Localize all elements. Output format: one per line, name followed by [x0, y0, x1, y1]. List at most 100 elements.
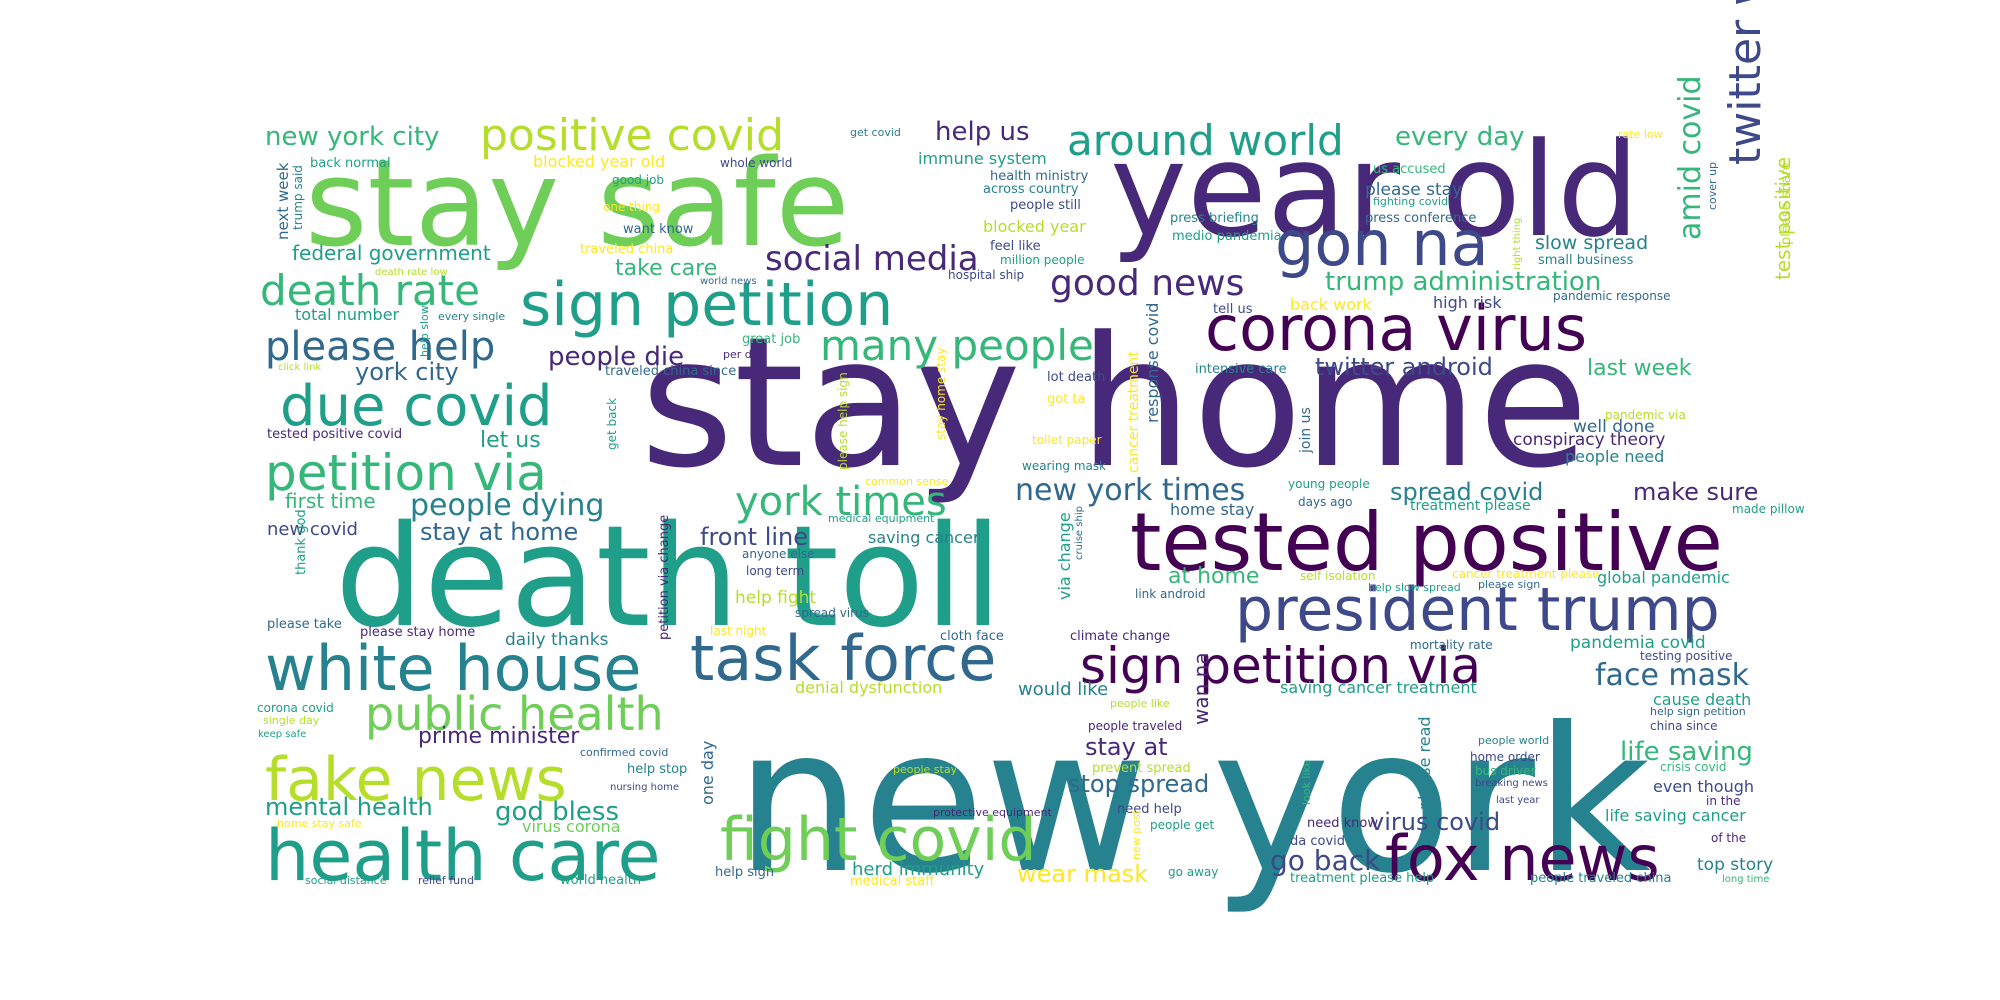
word-relief-fund: relief fund	[418, 874, 474, 887]
word-help-fight: help fight	[735, 588, 816, 608]
word-one-thing: one thing	[603, 200, 660, 214]
word-petition-via-change: petition via change	[657, 515, 672, 640]
word-people-get: people get	[1150, 818, 1214, 832]
word-need-help: need help	[1117, 802, 1182, 817]
word-da-covid: da covid	[1290, 834, 1345, 849]
word-million-people: million people	[1000, 253, 1084, 267]
word-sign-petition-via: sign petition via	[1080, 637, 1481, 695]
word-please-help: please help	[265, 324, 495, 370]
word-life-saving: life saving	[1620, 737, 1753, 767]
word-global-pandemic: global pandemic	[1597, 568, 1730, 587]
word-long-term: long term	[746, 564, 804, 578]
word-mortality-rate: mortality rate	[1410, 638, 1493, 652]
word-pandemia-covid: pandemia covid	[1570, 633, 1706, 653]
word-blocked-year-old: blocked year old	[533, 152, 665, 171]
word-go-back: go back	[1270, 844, 1381, 877]
word-got-ta: got ta	[1047, 392, 1086, 407]
word-prevent-spread: prevent spread	[1092, 761, 1191, 776]
word-please-read: please read	[1415, 716, 1434, 810]
word-blocked-year: blocked year	[983, 217, 1086, 236]
word-trump-administration: trump administration	[1325, 267, 1601, 297]
word-every-day: every day	[1395, 122, 1525, 152]
word-home-stay: home stay	[1170, 500, 1254, 519]
word-via-change: via change	[1055, 512, 1074, 600]
word-bus-driver: bus driver	[1475, 764, 1536, 778]
word-cancer-treatment-please: cancer treatment please	[1452, 567, 1600, 581]
word-new-york-times: new york times	[1015, 473, 1245, 508]
word-stay-safe: stay safe	[305, 135, 849, 274]
word-first-time: first time	[285, 489, 376, 513]
word-help-slow: help slow	[418, 305, 431, 357]
word-right-thing: right thing	[1512, 218, 1523, 270]
word-good-job: good job	[612, 173, 664, 187]
word-tested-positive: tested positive	[1130, 496, 1723, 589]
word-gon-na: gon na	[1275, 207, 1489, 280]
word-total-number: total number	[295, 305, 400, 324]
word-help-stop: help stop	[627, 762, 687, 777]
word-people-stay: people stay	[893, 763, 958, 776]
word-fighting-covid: fighting covid	[1373, 195, 1448, 208]
word-common-sense: common sense	[865, 475, 949, 488]
word-treatment-please-help: treatment please help	[1290, 871, 1434, 886]
word-social-distance: social distance	[305, 874, 387, 887]
word-in-the: in the	[1706, 794, 1740, 808]
word-want-know: want know	[623, 222, 694, 237]
word-cause-death: cause death	[1653, 690, 1751, 709]
word-every-single: every single	[438, 310, 505, 323]
word-press-conference: press conference	[1365, 211, 1476, 226]
word-virus-covid: virus covid	[1370, 808, 1500, 836]
word-let-us: let us	[480, 428, 541, 453]
word-long-time: long time	[1722, 874, 1769, 885]
word-good-news: good news	[1050, 263, 1244, 304]
word-home-stay-safe: home stay safe	[277, 817, 362, 830]
word-people-world: people world	[1478, 734, 1549, 747]
word-please-sign: please sign	[1478, 578, 1540, 591]
word-intensive-care: intensive care	[1195, 362, 1287, 377]
word-social-media: social media	[765, 239, 979, 279]
word-thank-god: thank god	[294, 509, 309, 575]
word-due-covid: due covid	[280, 374, 553, 439]
word-herd-immunity: herd immunity	[852, 859, 985, 880]
word-would-like: would like	[1018, 679, 1108, 700]
word-across-country: across country	[983, 182, 1079, 197]
word-stay-at: stay at	[1085, 733, 1168, 761]
word-get-back: get back	[605, 398, 619, 450]
word-people-need: people need	[1565, 447, 1664, 466]
word-of-the: of the	[1711, 831, 1746, 845]
word-death-rate-low: death rate low	[375, 267, 448, 278]
word-help-sign-petition: help sign petition	[1650, 705, 1746, 718]
word-one-day: one day	[698, 741, 717, 805]
word-world-health: world health	[560, 873, 641, 888]
word-health-care: health care	[265, 815, 661, 897]
word-death-toll: death toll	[335, 496, 1002, 659]
word-take-care: take care	[615, 256, 717, 281]
word-public-health: public health	[365, 687, 664, 741]
word-hospital-ship: hospital ship	[948, 268, 1024, 282]
word-please-stay: please stay	[1365, 180, 1462, 200]
word-help-sign: help sign	[715, 865, 774, 880]
word-per-day: per day	[723, 348, 765, 361]
word-york-times: york times	[735, 479, 947, 525]
word-join-us: join us	[1298, 407, 1314, 454]
word-lot-death: lot death	[1047, 370, 1105, 385]
word-link-android: link android	[1135, 587, 1206, 601]
word-cover-up: cover up	[1706, 162, 1719, 210]
word-trump-said: trump said	[291, 165, 305, 230]
word-last-year: last year	[1496, 795, 1540, 806]
word-tell-us: tell us	[1213, 302, 1253, 317]
word-get-covid: get covid	[850, 126, 901, 139]
word-people-traveled-china: people traveled china	[1530, 871, 1672, 886]
word-spread-covid: spread covid	[1390, 478, 1543, 506]
word-saving-cancer-treatment: saving cancer treatment	[1280, 678, 1477, 697]
word-go-away: go away	[1168, 865, 1218, 879]
word-back-work: back work	[1290, 295, 1373, 314]
word-please-share: please share	[1779, 162, 1794, 245]
word-last-week: last week	[1587, 356, 1692, 381]
word-back-normal: back normal	[310, 156, 391, 171]
word-us-accused: us accused	[1373, 162, 1446, 177]
word-medical-equipment: medical equipment	[828, 512, 935, 525]
word-treatment-please: treatment please	[1410, 498, 1531, 514]
word-great-job: great job	[742, 332, 800, 347]
word-death-rate: death rate	[260, 266, 480, 315]
